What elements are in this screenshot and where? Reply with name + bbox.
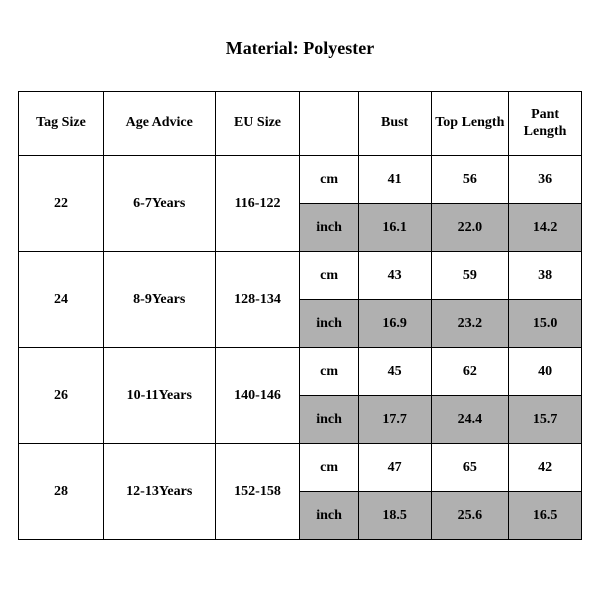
cell-eu-size: 152-158 [215, 444, 300, 540]
page: Material: Polyester Tag Size Age Advice … [0, 0, 600, 600]
cell-age-advice: 8-9Years [103, 252, 215, 348]
cell-unit-inch: inch [300, 396, 358, 444]
col-bust: Bust [358, 92, 431, 156]
cell-tag-size: 22 [19, 156, 104, 252]
cell-pant-len: 38 [509, 252, 582, 300]
cell-unit-cm: cm [300, 252, 358, 300]
cell-top-len: 23.2 [431, 300, 509, 348]
cell-bust: 17.7 [358, 396, 431, 444]
table-row: 24 8-9Years 128-134 cm 43 59 38 [19, 252, 582, 300]
col-top-length: Top Length [431, 92, 509, 156]
col-tag-size: Tag Size [19, 92, 104, 156]
cell-top-len: 22.0 [431, 204, 509, 252]
cell-eu-size: 116-122 [215, 156, 300, 252]
cell-unit-cm: cm [300, 444, 358, 492]
cell-top-len: 62 [431, 348, 509, 396]
cell-top-len: 59 [431, 252, 509, 300]
cell-pant-len: 40 [509, 348, 582, 396]
table-row: 28 12-13Years 152-158 cm 47 65 42 [19, 444, 582, 492]
cell-top-len: 24.4 [431, 396, 509, 444]
cell-eu-size: 140-146 [215, 348, 300, 444]
col-eu-size: EU Size [215, 92, 300, 156]
cell-pant-len: 16.5 [509, 492, 582, 540]
cell-tag-size: 24 [19, 252, 104, 348]
cell-unit-inch: inch [300, 204, 358, 252]
cell-age-advice: 6-7Years [103, 156, 215, 252]
table-row: 26 10-11Years 140-146 cm 45 62 40 [19, 348, 582, 396]
cell-bust: 45 [358, 348, 431, 396]
cell-age-advice: 12-13Years [103, 444, 215, 540]
cell-top-len: 25.6 [431, 492, 509, 540]
cell-unit-cm: cm [300, 348, 358, 396]
cell-eu-size: 128-134 [215, 252, 300, 348]
cell-unit-inch: inch [300, 492, 358, 540]
cell-bust: 18.5 [358, 492, 431, 540]
table-row: 22 6-7Years 116-122 cm 41 56 36 [19, 156, 582, 204]
table-header-row: Tag Size Age Advice EU Size Bust Top Len… [19, 92, 582, 156]
cell-tag-size: 26 [19, 348, 104, 444]
cell-bust: 41 [358, 156, 431, 204]
cell-bust: 47 [358, 444, 431, 492]
size-table: Tag Size Age Advice EU Size Bust Top Len… [18, 91, 582, 540]
col-unit [300, 92, 358, 156]
cell-pant-len: 15.7 [509, 396, 582, 444]
cell-pant-len: 15.0 [509, 300, 582, 348]
cell-pant-len: 36 [509, 156, 582, 204]
cell-top-len: 65 [431, 444, 509, 492]
cell-top-len: 56 [431, 156, 509, 204]
cell-unit-cm: cm [300, 156, 358, 204]
table-body: 22 6-7Years 116-122 cm 41 56 36 inch 16.… [19, 156, 582, 540]
cell-pant-len: 14.2 [509, 204, 582, 252]
cell-bust: 16.1 [358, 204, 431, 252]
cell-pant-len: 42 [509, 444, 582, 492]
cell-bust: 16.9 [358, 300, 431, 348]
col-age-advice: Age Advice [103, 92, 215, 156]
page-title: Material: Polyester [18, 38, 582, 59]
cell-tag-size: 28 [19, 444, 104, 540]
cell-age-advice: 10-11Years [103, 348, 215, 444]
cell-bust: 43 [358, 252, 431, 300]
col-pant-length: Pant Length [509, 92, 582, 156]
cell-unit-inch: inch [300, 300, 358, 348]
